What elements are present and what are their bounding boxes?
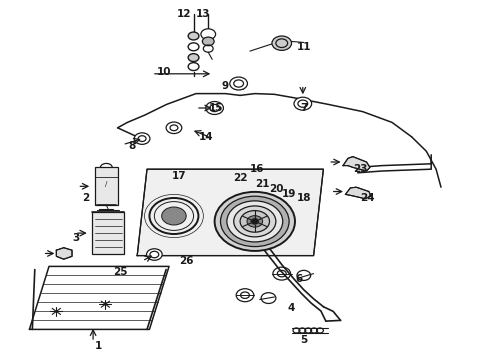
Text: 2: 2 [82, 193, 89, 203]
Circle shape [272, 36, 292, 50]
Text: /: / [105, 181, 107, 188]
Polygon shape [137, 169, 323, 256]
Circle shape [188, 32, 199, 40]
Circle shape [206, 102, 223, 114]
Circle shape [247, 216, 263, 227]
Text: 15: 15 [208, 103, 223, 113]
Text: 20: 20 [270, 184, 284, 194]
Circle shape [234, 206, 276, 237]
Text: 12: 12 [176, 9, 191, 19]
Circle shape [188, 43, 199, 51]
Polygon shape [56, 248, 72, 259]
Polygon shape [345, 187, 371, 199]
Text: 26: 26 [179, 256, 194, 266]
Bar [95, 167, 118, 205]
Text: 7: 7 [300, 103, 308, 113]
Circle shape [227, 201, 283, 242]
Text: 9: 9 [222, 81, 229, 91]
Text: 25: 25 [113, 267, 127, 277]
Circle shape [230, 77, 247, 90]
Circle shape [240, 211, 270, 232]
Text: 23: 23 [353, 164, 368, 174]
Text: 21: 21 [255, 179, 270, 189]
Circle shape [188, 63, 199, 71]
Text: 14: 14 [198, 132, 213, 142]
Circle shape [162, 207, 186, 225]
Circle shape [188, 54, 199, 62]
Text: 17: 17 [172, 171, 186, 181]
Text: 16: 16 [250, 164, 265, 174]
Circle shape [202, 37, 214, 46]
Text: 11: 11 [296, 42, 311, 52]
Text: 3: 3 [73, 233, 79, 243]
Text: 10: 10 [157, 67, 172, 77]
Text: 6: 6 [295, 274, 302, 284]
Polygon shape [343, 157, 370, 171]
Text: 1: 1 [95, 341, 101, 351]
Circle shape [215, 192, 295, 251]
Text: 19: 19 [282, 189, 296, 199]
Circle shape [220, 196, 289, 247]
Bar [92, 212, 124, 254]
Text: 5: 5 [300, 335, 307, 345]
Circle shape [147, 249, 162, 260]
Circle shape [134, 133, 150, 144]
Text: 4: 4 [288, 303, 295, 313]
Circle shape [251, 219, 259, 224]
Text: 18: 18 [296, 193, 311, 203]
Circle shape [294, 97, 312, 110]
Text: 24: 24 [360, 193, 375, 203]
Text: 8: 8 [129, 141, 136, 151]
Text: 22: 22 [233, 173, 247, 183]
Circle shape [166, 122, 182, 134]
Circle shape [201, 29, 216, 40]
Text: 13: 13 [196, 9, 211, 19]
